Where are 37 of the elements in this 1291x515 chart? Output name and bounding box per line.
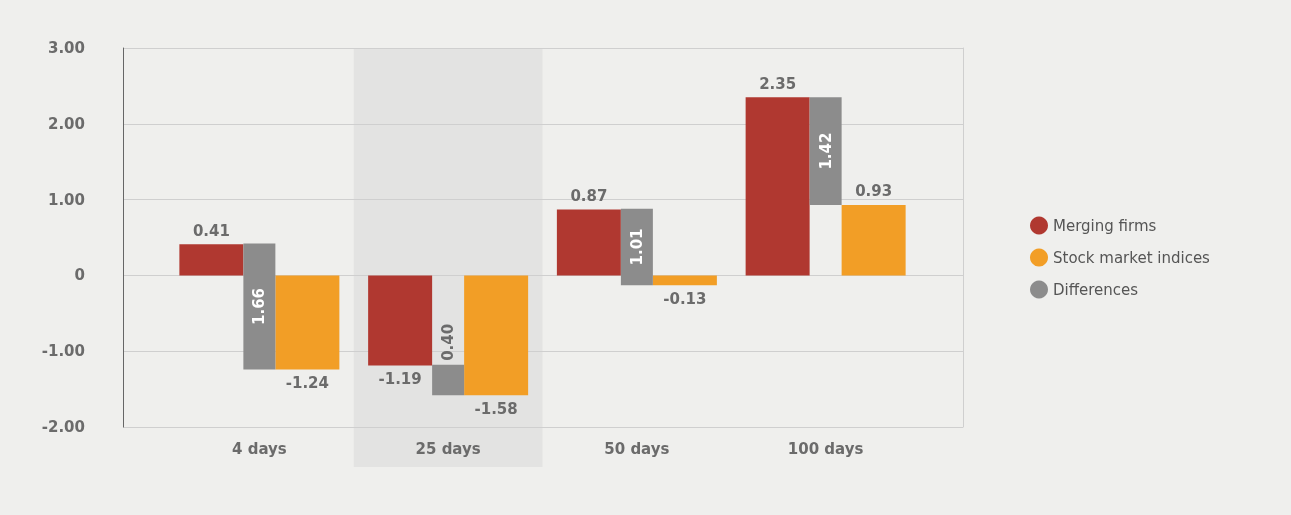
x-tick-label: 100 days [787,439,864,458]
data-label: 0.93 [855,182,893,201]
data-label: 2.35 [759,74,797,93]
bar [556,209,621,276]
x-tick-label: 4 days [231,439,287,458]
x-tick-label: 50 days [604,439,670,458]
data-label: 1.01 [627,228,646,266]
bar [179,244,244,276]
legend-label: Differences [1053,280,1139,299]
data-label: 0.41 [192,221,230,240]
bar [464,275,529,396]
bar [809,97,842,205]
bar [620,208,653,286]
bar [275,275,340,370]
bar [652,275,717,286]
x-tick-label: 25 days [415,439,481,458]
bar [368,275,433,366]
data-label: 0.40 [439,323,458,361]
y-tick-label: 2.00 [47,114,85,133]
legend-label: Stock market indices [1053,248,1211,267]
data-label: -1.24 [285,373,329,392]
data-label: 1.42 [816,132,835,170]
legend-label: Merging firms [1053,216,1157,235]
bar [432,364,465,396]
y-tick-label: -2.00 [41,418,85,436]
data-label: 1.66 [250,287,269,325]
y-tick-label: 1.00 [47,190,85,209]
y-tick-label: 3.00 [47,39,85,57]
bar [745,97,810,276]
bar [243,243,276,370]
y-tick-label: 0 [74,266,85,285]
data-label: -1.19 [378,370,422,389]
bar [841,204,906,276]
data-label: 0.87 [570,186,608,205]
data-label: -1.58 [474,399,518,418]
y-tick-label: -1.00 [41,342,85,361]
data-label: -0.13 [663,289,707,308]
